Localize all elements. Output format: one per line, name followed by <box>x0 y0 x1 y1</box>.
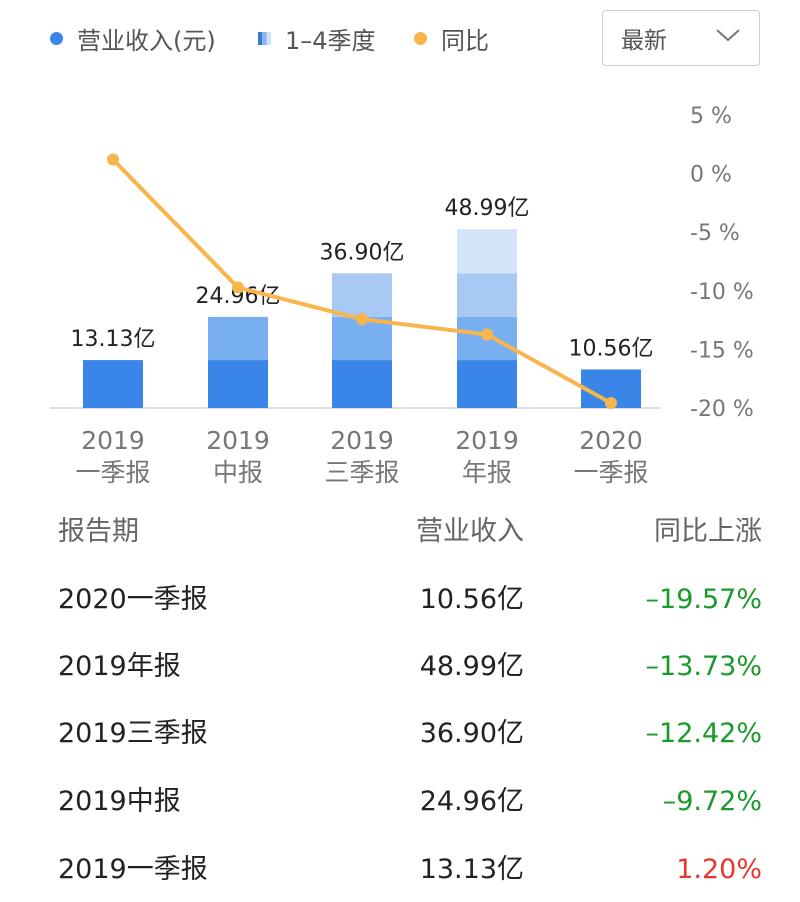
x-tick-label-year: 2020 <box>579 426 643 455</box>
y-right-tick-label: -5 % <box>690 221 740 246</box>
x-tick-label-year: 2019 <box>330 426 394 455</box>
table-header-row: 报告期 营业收入 同比上涨 <box>0 512 800 552</box>
table-row[interactable]: 2019三季报 36.90亿 –12.42% <box>0 714 800 754</box>
revenue-dot-icon <box>50 31 63 45</box>
x-tick-label-period: 一季报 <box>573 458 648 487</box>
bar-segment-q3 <box>332 273 392 317</box>
y-right-tick-label: 5 % <box>690 104 732 129</box>
x-tick-label-year: 2019 <box>206 426 270 455</box>
table-row[interactable]: 2019中报 24.96亿 –9.72% <box>0 782 800 822</box>
bar-value-label: 36.90亿 <box>320 240 405 265</box>
row-yoy: –13.73% <box>645 651 762 682</box>
row-revenue: 24.96亿 <box>419 786 524 817</box>
revenue-chart: 13.13亿24.96亿36.90亿48.99亿10.56亿2019一季报201… <box>50 104 754 487</box>
row-period: 2019年报 <box>58 651 181 682</box>
bar-value-label: 10.56亿 <box>569 336 654 361</box>
yoy-dot-icon <box>414 31 427 45</box>
quarters-gradient-icon <box>258 31 271 45</box>
legend-item-revenue[interactable]: 营业收入(元) <box>50 22 216 55</box>
x-tick-label-year: 2019 <box>455 426 519 455</box>
bar-segment-q4 <box>457 229 517 274</box>
table-row[interactable]: 2019一季报 13.13亿 1.20% <box>0 850 800 890</box>
row-period: 2019中报 <box>58 786 181 817</box>
bar-segment-q1 <box>457 360 517 408</box>
x-tick-label-period: 中报 <box>213 458 263 487</box>
header-period: 报告期 <box>58 516 139 547</box>
legend-revenue-label: 营业收入(元) <box>77 26 216 55</box>
yoy-point <box>232 281 244 294</box>
row-yoy: –12.42% <box>645 718 762 749</box>
y-right-tick-label: -20 % <box>690 397 754 422</box>
yoy-point <box>107 153 119 166</box>
legend-item-quarters[interactable]: 1–4季度 <box>258 22 376 55</box>
legend-item-yoy[interactable]: 同比 <box>414 22 489 55</box>
period-select-value: 最新 <box>621 28 667 54</box>
legend-quarters-label: 1–4季度 <box>285 26 376 55</box>
x-tick-label-period: 一季报 <box>75 458 150 487</box>
bar-segment-q2 <box>208 316 268 361</box>
bar-value-label: 48.99亿 <box>445 196 530 221</box>
table-row[interactable]: 2020一季报 10.56亿 –19.57% <box>0 580 800 620</box>
chart-legend: 营业收入(元) 1–4季度 同比 最新 <box>0 0 800 80</box>
row-revenue: 48.99亿 <box>419 651 524 682</box>
y-right-tick-label: 0 % <box>690 163 732 188</box>
bar-segment-q1 <box>83 360 143 408</box>
yoy-point <box>481 328 493 341</box>
legend-yoy-label: 同比 <box>441 26 489 55</box>
bar-value-label: 13.13亿 <box>71 327 156 352</box>
bar-segment-q1 <box>332 360 392 408</box>
bar-segment-q1 <box>208 360 268 408</box>
y-right-tick-label: -10 % <box>690 280 754 305</box>
y-right-tick-label: -15 % <box>690 338 754 363</box>
row-yoy: –9.72% <box>662 786 762 817</box>
row-period: 2019一季报 <box>58 854 208 885</box>
yoy-point <box>605 396 617 409</box>
row-period: 2019三季报 <box>58 718 208 749</box>
period-select[interactable]: 最新 <box>602 10 760 66</box>
row-yoy: –19.57% <box>645 584 762 615</box>
chevron-down-icon <box>716 29 740 42</box>
x-tick-label-year: 2019 <box>81 426 145 455</box>
row-revenue: 36.90亿 <box>419 718 524 749</box>
row-yoy: 1.20% <box>676 854 762 885</box>
x-tick-label-period: 年报 <box>462 458 512 487</box>
row-period: 2020一季报 <box>58 584 208 615</box>
header-revenue: 营业收入 <box>416 516 524 547</box>
row-revenue: 10.56亿 <box>419 584 524 615</box>
bar-segment-q3 <box>457 273 517 317</box>
yoy-point <box>356 313 368 326</box>
row-revenue: 13.13亿 <box>419 854 524 885</box>
header-yoy: 同比上涨 <box>654 516 762 547</box>
x-tick-label-period: 三季报 <box>324 458 399 487</box>
table-row[interactable]: 2019年报 48.99亿 –13.73% <box>0 647 800 687</box>
